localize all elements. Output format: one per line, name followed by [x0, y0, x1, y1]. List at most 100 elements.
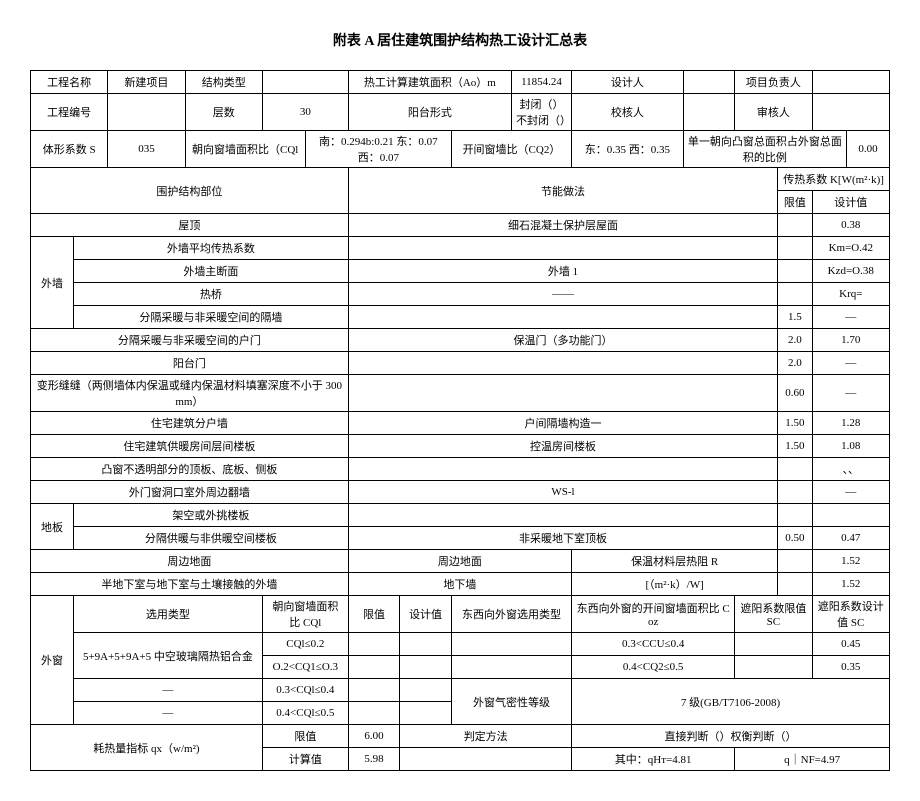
table-row: 体形系数 S 035 朝向窗墙面积比（CQl 南：0.294b:0.21 东：0…: [31, 131, 890, 168]
cell: 设计值: [400, 596, 452, 633]
table-row: 阳台门 2.0 —: [31, 352, 890, 375]
cell: 1.50: [778, 412, 812, 435]
cell: 选用类型: [73, 596, 262, 633]
cell: —: [73, 679, 262, 702]
table-row: 外门窗洞口室外周边翻墙 WS-l —: [31, 481, 890, 504]
cell: 朝向窗墙面积比 CQl: [262, 596, 348, 633]
cell: —: [73, 702, 262, 725]
cell: 0.3<CCU≤0.4: [572, 633, 735, 656]
cell: 1.50: [778, 435, 812, 458]
cell: [812, 504, 889, 527]
cell: 周边地面: [348, 550, 571, 573]
cell: 层数: [185, 94, 262, 131]
cell: 30: [262, 94, 348, 131]
cell: 结构类型: [185, 71, 262, 94]
cell: 0.38: [812, 214, 889, 237]
cell: 审核人: [735, 94, 812, 131]
cell: 0.45: [812, 633, 889, 656]
table-row: 分隔采暖与非采暖空间的户门 保温门（多功能门） 2.0 1.70: [31, 329, 890, 352]
cell: [108, 94, 185, 131]
cell: 细石混凝土保护层屋面: [348, 214, 777, 237]
cell: 围护结构部位: [31, 168, 349, 214]
cell: [812, 94, 889, 131]
cell: WS-l: [348, 481, 777, 504]
cell: CQl≤0.2: [262, 633, 348, 656]
cell: 东西向外窗的开间窗墙面积比 Coz: [572, 596, 735, 633]
cell: 其中：qHт=4.81: [572, 748, 735, 771]
table-row: 住宅建筑供暖房间层间楼板 控温房间楼板 1.50 1.08: [31, 435, 890, 458]
cell: 外墙主断面: [73, 260, 348, 283]
cell: 凸窗不透明部分的顶板、底板、侧板: [31, 458, 349, 481]
cell: 设计值: [812, 191, 889, 214]
cell: 地板: [31, 504, 74, 550]
table-row: 外窗 选用类型 朝向窗墙面积比 CQl 限值 设计值 东西向外窗选用类型 东西向…: [31, 596, 890, 633]
cell: [348, 375, 777, 412]
cell: 体形系数 S: [31, 131, 108, 168]
cell: Kzd=O.38: [812, 260, 889, 283]
cell: 节能做法: [348, 168, 777, 214]
cell: 阳台形式: [348, 94, 511, 131]
cell: [735, 656, 812, 679]
cell: [778, 573, 812, 596]
cell: —: [812, 375, 889, 412]
cell: 屋顶: [31, 214, 349, 237]
cell: 保温门（多功能门）: [348, 329, 777, 352]
cell: [778, 283, 812, 306]
cell: 外墙 1: [348, 260, 777, 283]
cell: 1.08: [812, 435, 889, 458]
table-row: 凸窗不透明部分的顶板、底板、侧板 、、: [31, 458, 890, 481]
cell: 周边地面: [31, 550, 349, 573]
cell: [400, 656, 452, 679]
cell: 6.00: [348, 725, 400, 748]
cell: [348, 458, 777, 481]
table-row: 变形缝缝（两侧墙体内保温或缝内保温材料填塞深度不小于 300mm） 0.60 —: [31, 375, 890, 412]
cell: 外窗气密性等级: [451, 679, 571, 725]
cell: 0.00: [846, 131, 889, 168]
cell: [778, 214, 812, 237]
cell: 控温房间楼板: [348, 435, 777, 458]
cell: 项目负责人: [735, 71, 812, 94]
cell: 5+9A+5+9A+5 中空玻璃隔热铝合金: [73, 633, 262, 679]
cell: [262, 71, 348, 94]
cell: 阳台门: [31, 352, 349, 375]
cell: 1.52: [812, 573, 889, 596]
table-row: 半地下室与地下室与土壤接触的外墙 地下墙 [（m²·k）/W] 1.52: [31, 573, 890, 596]
table-row: — 0.3<CQl≤0.4 外窗气密性等级 7 级(GB/T7106-2008): [31, 679, 890, 702]
table-row: 工程编号 层数 30 阳台形式 封闭（）不封闭（） 校核人 审核人: [31, 94, 890, 131]
cell: —: [812, 352, 889, 375]
cell: [812, 71, 889, 94]
cell: 封闭（）不封闭（）: [511, 94, 571, 131]
cell: [348, 237, 777, 260]
cell: 保温材料层热阻 R: [572, 550, 778, 573]
cell: 1.52: [812, 550, 889, 573]
cell: [348, 504, 777, 527]
cell: [451, 656, 571, 679]
cell: 新建项目: [108, 71, 185, 94]
cell: 1.28: [812, 412, 889, 435]
cell: O.2<CQ1≤O.3: [262, 656, 348, 679]
cell: 热桥: [73, 283, 348, 306]
table-row: 地板 架空或外挑楼板: [31, 504, 890, 527]
cell: ——: [348, 283, 777, 306]
cell: [778, 504, 812, 527]
cell: 035: [108, 131, 185, 168]
cell: 校核人: [572, 94, 684, 131]
cell: [400, 679, 452, 702]
cell: [778, 237, 812, 260]
table-row: 周边地面 周边地面 保温材料层热阻 R 1.52: [31, 550, 890, 573]
cell: [451, 633, 571, 656]
table-row: 屋顶 细石混凝土保护层屋面 0.38: [31, 214, 890, 237]
page-title: 附表 A 居住建筑围护结构热工设计汇总表: [30, 30, 890, 50]
cell: 外墙平均传热系数: [73, 237, 348, 260]
cell: 分隔采暖与非采暖空间的隔墙: [73, 306, 348, 329]
cell: 朝向窗墙面积比（CQl: [185, 131, 305, 168]
cell: 1.70: [812, 329, 889, 352]
table-row: 住宅建筑分户墙 户间隔墙构造一 1.50 1.28: [31, 412, 890, 435]
table-row: 热桥 —— Krq=: [31, 283, 890, 306]
table-row: 外墙主断面 外墙 1 Kzd=O.38: [31, 260, 890, 283]
cell: [400, 633, 452, 656]
cell: —: [812, 306, 889, 329]
cell: 南：0.294b:0.21 东：0.07 西：0.07: [305, 131, 451, 168]
table-row: 工程名称 新建项目 结构类型 热工计算建筑面积（Ao）m 11854.24 设计…: [31, 71, 890, 94]
cell: [778, 260, 812, 283]
